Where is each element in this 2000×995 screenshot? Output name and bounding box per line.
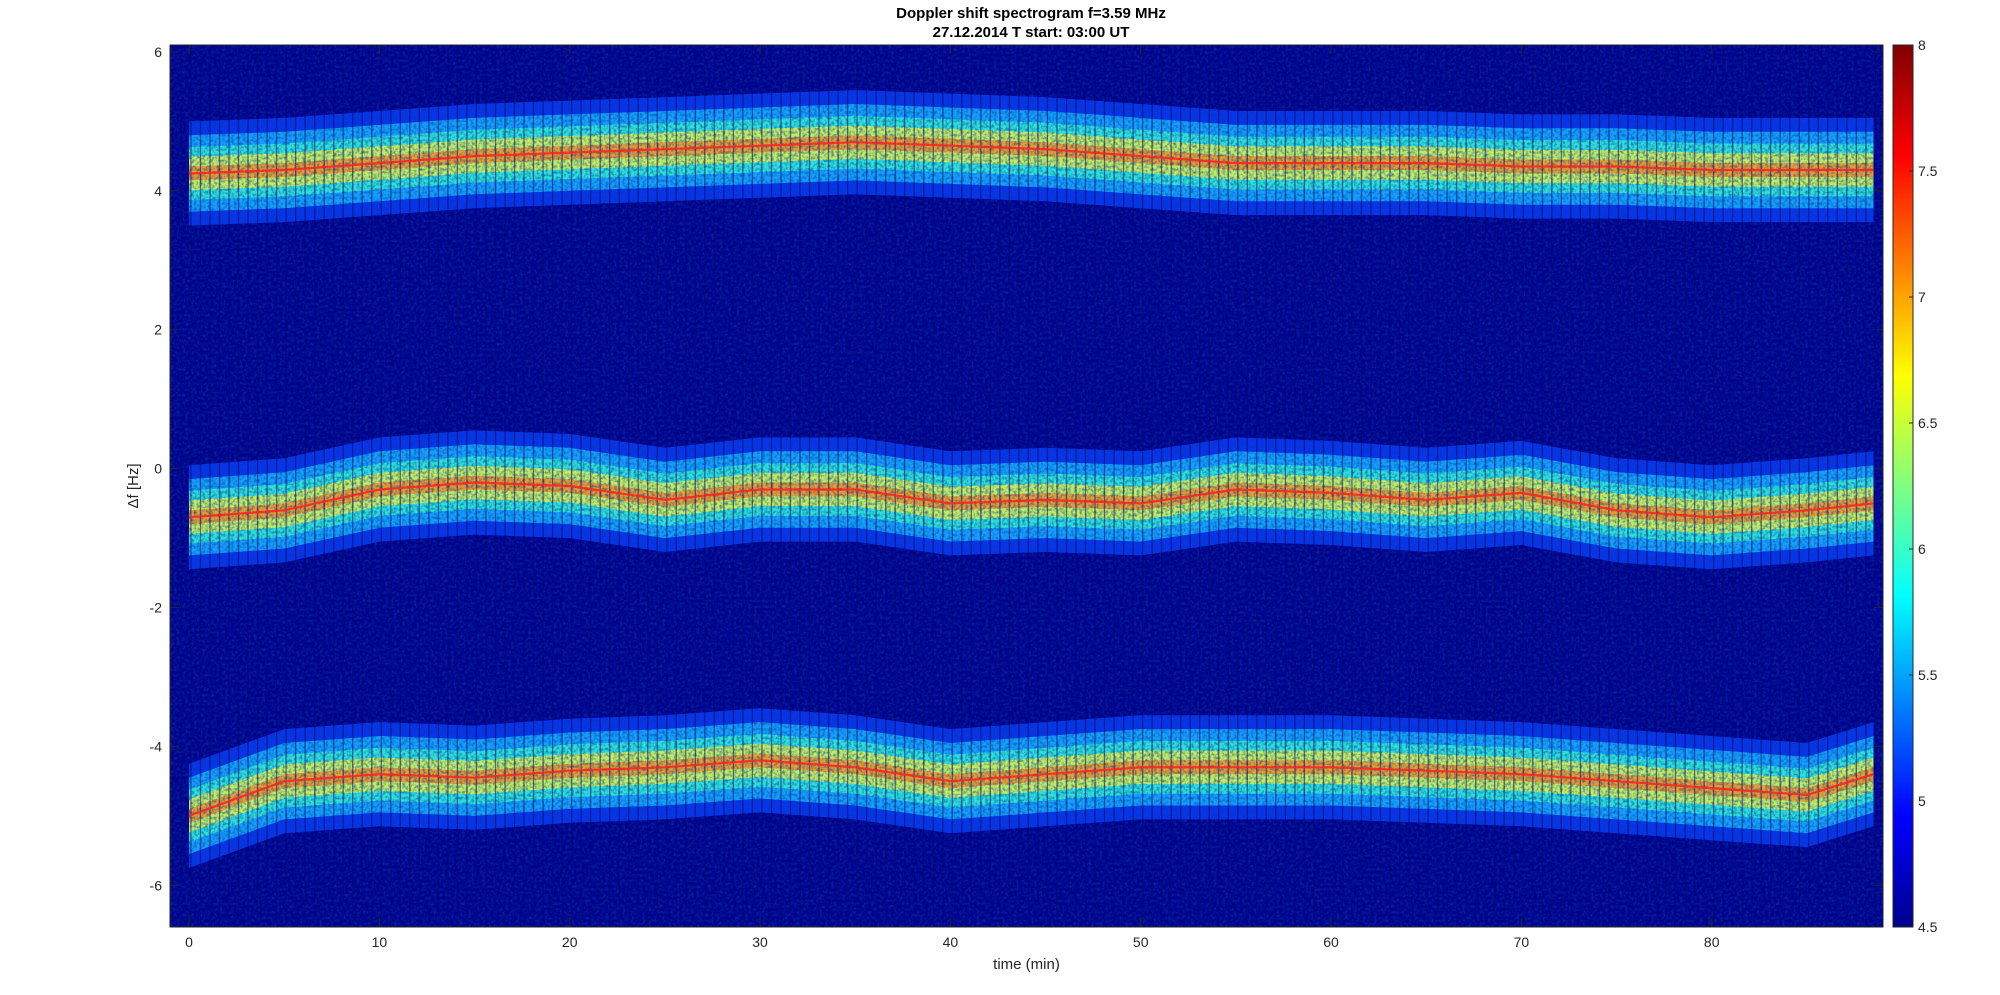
series-line-0 (188, 141, 1874, 175)
series-lines (188, 141, 1874, 817)
x-tick-label: 70 (1514, 934, 1530, 950)
chart-title-line1: Doppler shift spectrogram f=3.59 MHz (896, 5, 1166, 22)
y-tick-label: 2 (154, 322, 162, 338)
series-line-2 (188, 759, 1874, 817)
y-tick-label: 6 (154, 44, 162, 60)
x-tick-label: 10 (372, 934, 388, 950)
colorbar: 8 7.5 7 6.5 6 5.5 5 4.5 (1892, 37, 1938, 935)
plot-area (170, 45, 1883, 927)
x-tick-label: 60 (1323, 934, 1339, 950)
y-tick-label: -4 (150, 738, 163, 754)
colorbar-tick-label: 7.5 (1918, 163, 1938, 179)
x-tick-label: 20 (562, 934, 578, 950)
x-tick-label: 30 (752, 934, 768, 950)
y-axis: 6 4 2 0 -2 -4 -6 (150, 44, 1883, 893)
x-axis: 0 10 20 30 40 50 60 70 80 (185, 45, 1720, 950)
x-tick-label: 40 (943, 934, 959, 950)
colorbar-tick-label: 4.5 (1918, 919, 1938, 935)
y-tick-label: 4 (154, 183, 162, 199)
colorbar-tick-label: 5 (1918, 793, 1926, 809)
y-axis-label: Δf [Hz] (125, 463, 142, 508)
x-tick-label: 0 (185, 934, 193, 950)
series-line-1 (188, 481, 1874, 519)
colorbar-tick-label: 7 (1918, 289, 1926, 305)
y-tick-label: -2 (150, 600, 163, 616)
time-stripes (180, 45, 1877, 927)
x-tick-label: 50 (1133, 934, 1149, 950)
colorbar-ticks: 8 7.5 7 6.5 6 5.5 5 4.5 (1909, 37, 1938, 935)
x-tick-label: 80 (1704, 934, 1720, 950)
colorbar-tick-label: 6 (1918, 541, 1926, 557)
colorbar-gradient (1892, 44, 1914, 928)
y-tick-label: -6 (150, 877, 163, 893)
plot-frame (169, 44, 1884, 928)
x-axis-label: time (min) (993, 956, 1060, 973)
y-tick-label: 0 (154, 461, 162, 477)
colorbar-tick-label: 6.5 (1918, 415, 1938, 431)
chart-title-line2: 27.12.2014 T start: 03:00 UT (933, 24, 1130, 41)
colorbar-tick-label: 5.5 (1918, 667, 1938, 683)
colorbar-tick-label: 8 (1918, 37, 1926, 53)
